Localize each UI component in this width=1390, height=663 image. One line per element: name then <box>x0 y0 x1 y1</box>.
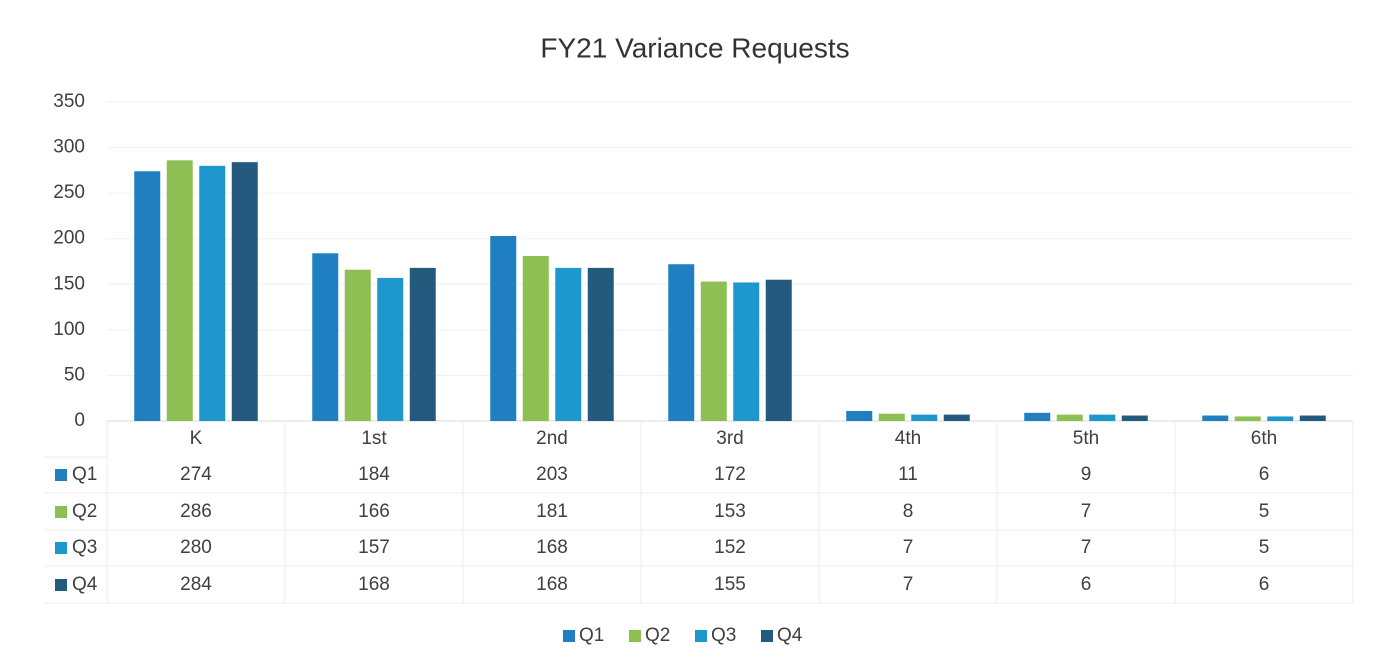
table-value: 166 <box>358 501 390 522</box>
table-value: 153 <box>714 501 746 522</box>
bar <box>911 414 938 421</box>
table-row-label: Q4 <box>72 574 98 595</box>
bar <box>765 279 792 421</box>
table-value: 168 <box>536 537 568 558</box>
table-value: 7 <box>903 574 914 595</box>
table-row-label: Q1 <box>72 464 97 485</box>
legend-label: Q4 <box>777 625 803 646</box>
table-value: 8 <box>903 501 914 522</box>
bar <box>199 165 226 421</box>
x-tick-label: 1st <box>361 428 387 449</box>
bar <box>1089 414 1116 421</box>
bar <box>733 282 760 421</box>
bar <box>1267 416 1294 421</box>
legend-key <box>695 630 707 642</box>
bar <box>377 277 404 421</box>
table-value: 152 <box>714 537 746 558</box>
table-value: 5 <box>1259 501 1270 522</box>
table-value: 6 <box>1259 464 1270 485</box>
table-value: 6 <box>1259 574 1270 595</box>
bar <box>668 264 695 421</box>
table-value: 7 <box>1081 537 1092 558</box>
legend-label: Q1 <box>579 625 604 646</box>
bar <box>1202 415 1229 421</box>
bar <box>587 267 614 421</box>
y-tick-label: 250 <box>53 182 85 203</box>
table-legend-key <box>55 506 67 518</box>
bar <box>490 235 517 421</box>
y-tick-label: 300 <box>53 137 85 158</box>
table-row-label: Q3 <box>72 537 97 558</box>
table-value: 7 <box>903 537 914 558</box>
table-legend-key <box>55 542 67 554</box>
legend-label: Q2 <box>645 625 670 646</box>
table-value: 284 <box>180 574 212 595</box>
bar <box>344 269 371 421</box>
table-value: 155 <box>714 574 746 595</box>
bar <box>166 160 193 421</box>
table-legend-key <box>55 579 67 591</box>
y-tick-label: 0 <box>74 410 85 431</box>
table-value: 203 <box>536 464 568 485</box>
table-legend-key <box>55 469 67 481</box>
legend-label: Q3 <box>711 625 736 646</box>
x-tick-label: 5th <box>1073 428 1099 449</box>
table-value: 286 <box>180 501 212 522</box>
chart-title: FY21 Variance Requests <box>540 32 849 63</box>
table-value: 280 <box>180 537 212 558</box>
table-value: 168 <box>536 574 568 595</box>
bar <box>522 256 549 421</box>
bar <box>1024 412 1051 421</box>
table-value: 184 <box>358 464 390 485</box>
bar <box>1234 416 1261 421</box>
bar <box>1056 414 1083 421</box>
x-tick-label: K <box>190 428 203 449</box>
bar <box>1121 415 1148 421</box>
table-value: 7 <box>1081 501 1092 522</box>
table-value: 9 <box>1081 464 1092 485</box>
x-tick-label: 6th <box>1251 428 1277 449</box>
table-row-label: Q2 <box>72 501 97 522</box>
legend-key <box>563 630 575 642</box>
bar <box>312 253 339 421</box>
bar <box>231 162 258 421</box>
bar <box>878 413 905 421</box>
y-tick-label: 150 <box>53 273 85 294</box>
table-value: 6 <box>1081 574 1092 595</box>
x-tick-label: 4th <box>895 428 921 449</box>
y-tick-label: 350 <box>53 91 85 112</box>
table-value: 172 <box>714 464 746 485</box>
legend-key <box>761 630 773 642</box>
y-tick-label: 50 <box>64 364 85 385</box>
table-value: 5 <box>1259 537 1270 558</box>
table-value: 274 <box>180 464 212 485</box>
x-tick-label: 3rd <box>716 428 743 449</box>
y-tick-label: 200 <box>53 228 85 249</box>
bar <box>134 171 161 421</box>
bar <box>555 267 582 421</box>
y-tick-label: 100 <box>53 319 85 340</box>
legend-key <box>629 630 641 642</box>
bar <box>409 267 436 421</box>
bar <box>700 281 727 421</box>
bar <box>1299 415 1326 421</box>
table-value: 181 <box>536 501 568 522</box>
bar <box>846 410 873 421</box>
bar <box>943 414 970 421</box>
table-value: 11 <box>898 464 918 485</box>
table-value: 157 <box>358 537 390 558</box>
table-value: 168 <box>358 574 390 595</box>
x-tick-label: 2nd <box>536 428 568 449</box>
